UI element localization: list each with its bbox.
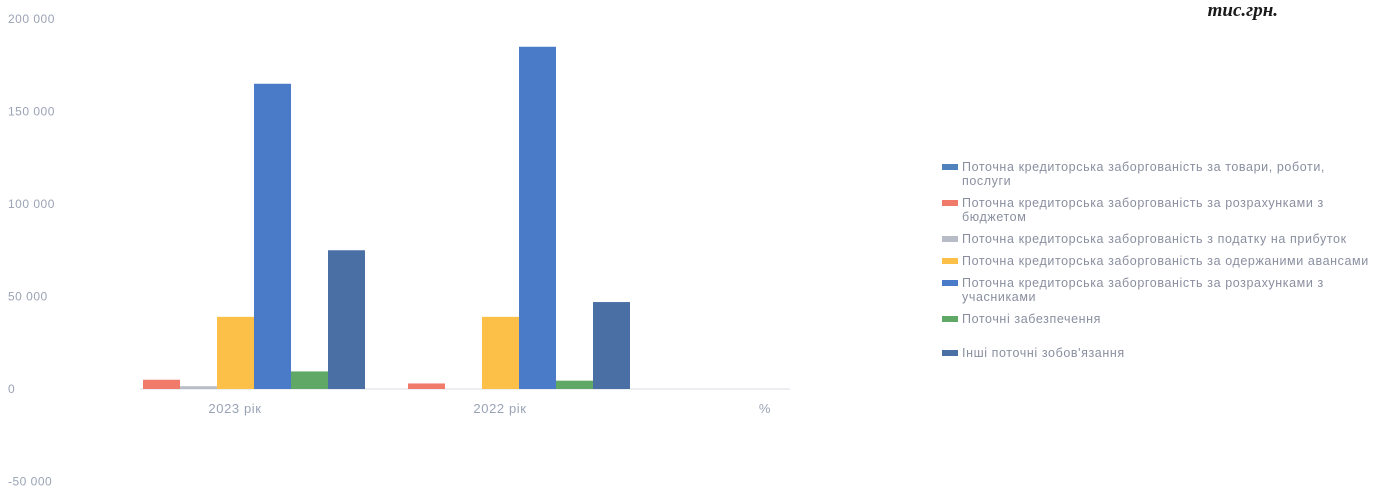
y-tick-label: 50 000 — [8, 290, 48, 304]
legend-swatch — [942, 316, 958, 322]
legend-label: Інші поточні зобов'язання — [962, 346, 1125, 360]
unit-label: тис.грн. — [1207, 0, 1278, 21]
bar — [556, 380, 593, 389]
x-tick-label: 2023 рік — [208, 401, 261, 416]
legend-item: Поточна кредиторська заборгованість за о… — [940, 254, 1375, 268]
legend-item: Поточна кредиторська заборгованість за т… — [940, 160, 1375, 188]
legend-label: Поточна кредиторська заборгованість за р… — [962, 276, 1324, 304]
legend-label: Поточна кредиторська заборгованість за т… — [962, 160, 1325, 188]
legend-label: Поточна кредиторська заборгованість за р… — [962, 196, 1324, 224]
y-axis: 200 000 150 000 100 000 50 000 0 -50 000 — [8, 12, 55, 486]
y-tick-label: 200 000 — [8, 12, 55, 26]
bar — [217, 316, 254, 389]
y-tick-label: -50 000 — [8, 475, 52, 486]
legend-label: Поточна кредиторська заборгованість за о… — [962, 254, 1369, 268]
bar — [180, 386, 217, 389]
bar — [593, 302, 630, 389]
legend-label: Поточна кредиторська заборгованість з по… — [962, 232, 1347, 246]
x-tick-label: % — [759, 401, 771, 416]
y-tick-label: 100 000 — [8, 197, 55, 211]
legend-item: Поточна кредиторська заборгованість з по… — [940, 232, 1375, 246]
x-tick-label: 2022 рік — [473, 401, 526, 416]
legend: Поточна кредиторська заборгованість за т… — [940, 160, 1375, 360]
bar — [143, 379, 180, 389]
legend-swatch — [942, 350, 958, 356]
legend-swatch — [942, 200, 958, 206]
legend-swatch — [942, 236, 958, 242]
bar — [408, 383, 445, 389]
legend-item: Поточні забезпечення — [940, 312, 1375, 326]
legend-swatch — [942, 258, 958, 264]
x-axis: 2023 рік 2022 рік% — [208, 401, 771, 416]
y-tick-label: 0 — [8, 382, 15, 396]
legend-label: Поточні забезпечення — [962, 312, 1102, 326]
legend-swatch — [942, 280, 958, 286]
bar — [482, 316, 519, 389]
bars — [140, 46, 790, 390]
legend-swatch — [942, 164, 958, 170]
bar — [519, 46, 556, 389]
legend-item: Інші поточні зобов'язання — [940, 346, 1375, 360]
bar — [254, 83, 291, 389]
y-tick-label: 150 000 — [8, 105, 55, 119]
bar — [291, 371, 328, 389]
bar — [328, 250, 365, 389]
legend-item: Поточна кредиторська заборгованість за р… — [940, 276, 1375, 304]
legend-item: Поточна кредиторська заборгованість за р… — [940, 196, 1375, 224]
